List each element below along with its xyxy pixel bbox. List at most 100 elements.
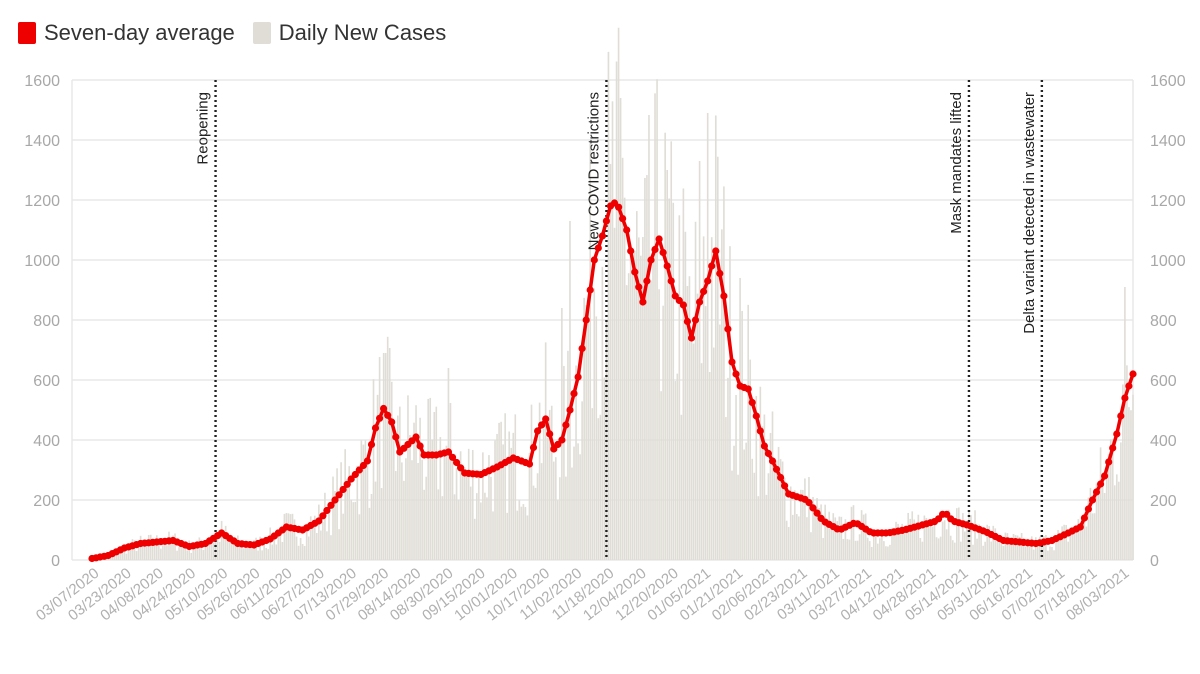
daily-case-bar [721,229,723,560]
daily-case-bar [478,470,480,560]
daily-case-bar [249,547,251,560]
daily-case-bar [966,528,968,560]
daily-case-bar [160,548,162,560]
seven-day-average-point [1097,480,1105,488]
daily-case-bar [676,373,679,560]
seven-day-average-point [647,256,655,264]
daily-case-bar [332,476,334,560]
daily-case-bar [852,505,855,560]
daily-case-bar [457,499,460,560]
daily-case-bar [255,537,257,560]
daily-case-bar [860,510,863,560]
daily-case-bar [378,356,381,560]
y-tick-label-left: 800 [33,313,60,330]
daily-case-bar [925,517,928,560]
daily-case-bar [915,522,918,560]
daily-case-bar [970,515,972,560]
daily-case-bar [830,528,833,560]
legend: Seven-day average Daily New Cases [18,18,446,48]
daily-case-bar [301,543,304,560]
daily-case-bar [239,545,241,560]
daily-case-bar [625,285,628,560]
daily-case-bar [322,521,324,560]
daily-case-bar [866,537,869,560]
daily-case-bar [962,513,964,560]
daily-case-bar [190,552,193,560]
daily-case-bar [984,541,986,560]
daily-case-bar [546,437,549,560]
daily-case-bar [496,433,498,560]
daily-case-bar [449,402,452,560]
daily-case-bar [635,211,638,560]
daily-case-bar [820,504,822,560]
legend-item-seven-day-average[interactable]: Seven-day average [18,20,235,46]
daily-case-bar [731,470,733,560]
daily-case-bar [253,540,255,560]
daily-case-bar [362,444,365,560]
legend-item-daily-new-cases[interactable]: Daily New Cases [252,20,446,46]
daily-case-bar [149,534,152,560]
daily-case-bar [1030,536,1033,560]
seven-day-average-point [691,316,700,324]
daily-case-bar [471,449,474,560]
daily-case-bar [824,504,826,560]
daily-case-bar [583,297,585,560]
y-tick-label-right: 400 [1150,433,1177,450]
daily-case-bar [710,237,713,560]
daily-case-bar [415,405,417,560]
seven-day-average-point [805,499,813,507]
seven-day-average-point [635,283,643,291]
seven-day-average-point [696,298,704,306]
daily-case-bar [299,538,302,560]
seven-day-average-point [1092,488,1101,496]
daily-case-bar [180,542,182,560]
daily-case-bar [245,542,247,560]
daily-case-bar [978,524,980,560]
daily-case-bar [502,444,504,560]
daily-case-bar [658,289,660,560]
daily-case-bar [475,493,478,560]
daily-case-bar [727,377,729,560]
daily-case-bar [158,545,160,560]
daily-case-bar [166,545,168,560]
daily-case-bar [767,473,770,560]
daily-case-bar [482,452,484,560]
daily-case-bar [259,536,261,560]
daily-case-bar [883,541,885,560]
daily-case-bar [532,485,535,560]
seven-day-average-point [1113,430,1121,438]
daily-case-bar [591,408,594,560]
daily-case-bar [216,532,219,560]
daily-case-bar [500,421,502,560]
daily-case-bar [407,395,409,560]
daily-case-bar [151,544,154,560]
daily-case-bar [155,535,158,560]
daily-case-bar [992,525,995,560]
daily-case-bar [1051,547,1053,560]
seven-day-average-point [566,406,574,414]
daily-case-bar [1130,410,1132,560]
daily-case-bar [633,250,636,560]
daily-case-bar [269,527,272,560]
daily-case-bar [712,347,715,560]
seven-day-average-point [343,480,351,488]
seven-day-average-point [574,373,582,381]
daily-case-bar [510,447,513,560]
daily-case-bar [921,541,924,560]
daily-case-bar [765,494,768,560]
seven-day-average-point [655,235,663,243]
daily-case-bar [787,527,790,560]
daily-case-bar [889,544,891,560]
daily-case-bar [251,546,253,560]
daily-case-bar [773,460,776,560]
daily-case-bar [870,546,873,560]
seven-day-average-point [388,418,396,426]
daily-case-bar [785,520,788,560]
daily-case-bar [891,528,893,560]
daily-case-bar [311,524,314,560]
daily-case-bar [897,523,899,560]
daily-case-bar [862,514,865,560]
daily-case-bar [429,397,432,560]
daily-case-bar [840,516,843,560]
